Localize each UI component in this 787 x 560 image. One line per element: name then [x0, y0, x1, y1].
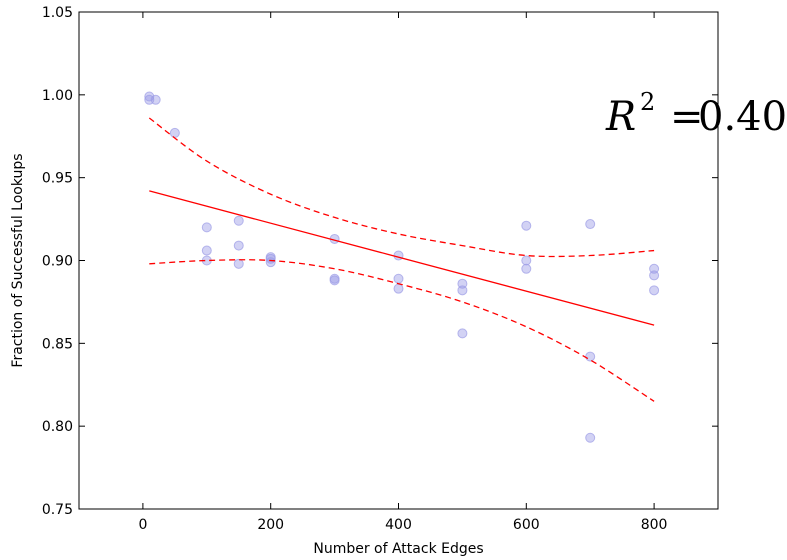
- annotation-equals: =: [670, 94, 704, 140]
- y-tick-label: 1.00: [42, 88, 73, 104]
- x-tick-label: 0: [138, 517, 147, 533]
- data-point: [649, 285, 660, 296]
- data-point: [329, 275, 340, 286]
- data-point: [150, 94, 161, 105]
- data-point: [457, 285, 468, 296]
- annotation-r: R: [605, 94, 636, 140]
- x-tick-label: 600: [513, 517, 540, 533]
- y-tick-label: 0.80: [42, 419, 73, 435]
- data-point: [169, 127, 180, 138]
- x-tick-label: 400: [385, 517, 412, 533]
- data-point: [585, 219, 596, 230]
- data-point: [393, 283, 404, 294]
- data-point: [265, 257, 276, 268]
- chart-series: [144, 91, 660, 443]
- data-point: [393, 273, 404, 284]
- data-point: [393, 250, 404, 261]
- r-squared-annotation: R 2 = 0.40: [605, 88, 787, 140]
- y-tick-label: 0.90: [42, 254, 73, 270]
- data-point: [585, 432, 596, 443]
- annotation-value: 0.40: [698, 94, 787, 140]
- y-tick-label: 0.75: [42, 502, 73, 518]
- axis-ticks: 0 200 400 600 800 0.75 0.80 0.85 0.90 0.95 1.00 1.0…: [42, 5, 718, 533]
- data-point: [521, 220, 532, 231]
- data-point: [521, 255, 532, 266]
- data-point: [457, 328, 468, 339]
- upper-confidence-band: [148, 117, 655, 258]
- y-axis-label: Fraction of Successful Lookups: [10, 153, 26, 367]
- data-point: [233, 258, 244, 269]
- lower-confidence-band: [149, 259, 655, 402]
- x-tick-label: 800: [641, 517, 668, 533]
- regression-line: [149, 190, 655, 326]
- data-point: [585, 351, 596, 362]
- data-point: [233, 215, 244, 226]
- data-point: [649, 270, 660, 281]
- x-axis-label: Number of Attack Edges: [313, 541, 483, 557]
- annotation-superscript: 2: [640, 88, 655, 116]
- y-tick-label: 1.05: [42, 5, 73, 21]
- data-point: [201, 245, 212, 256]
- data-point: [521, 263, 532, 274]
- data-point: [233, 240, 244, 251]
- x-tick-label: 200: [257, 517, 284, 533]
- data-point: [201, 222, 212, 233]
- y-tick-label: 0.95: [42, 171, 73, 187]
- y-tick-label: 0.85: [42, 336, 73, 352]
